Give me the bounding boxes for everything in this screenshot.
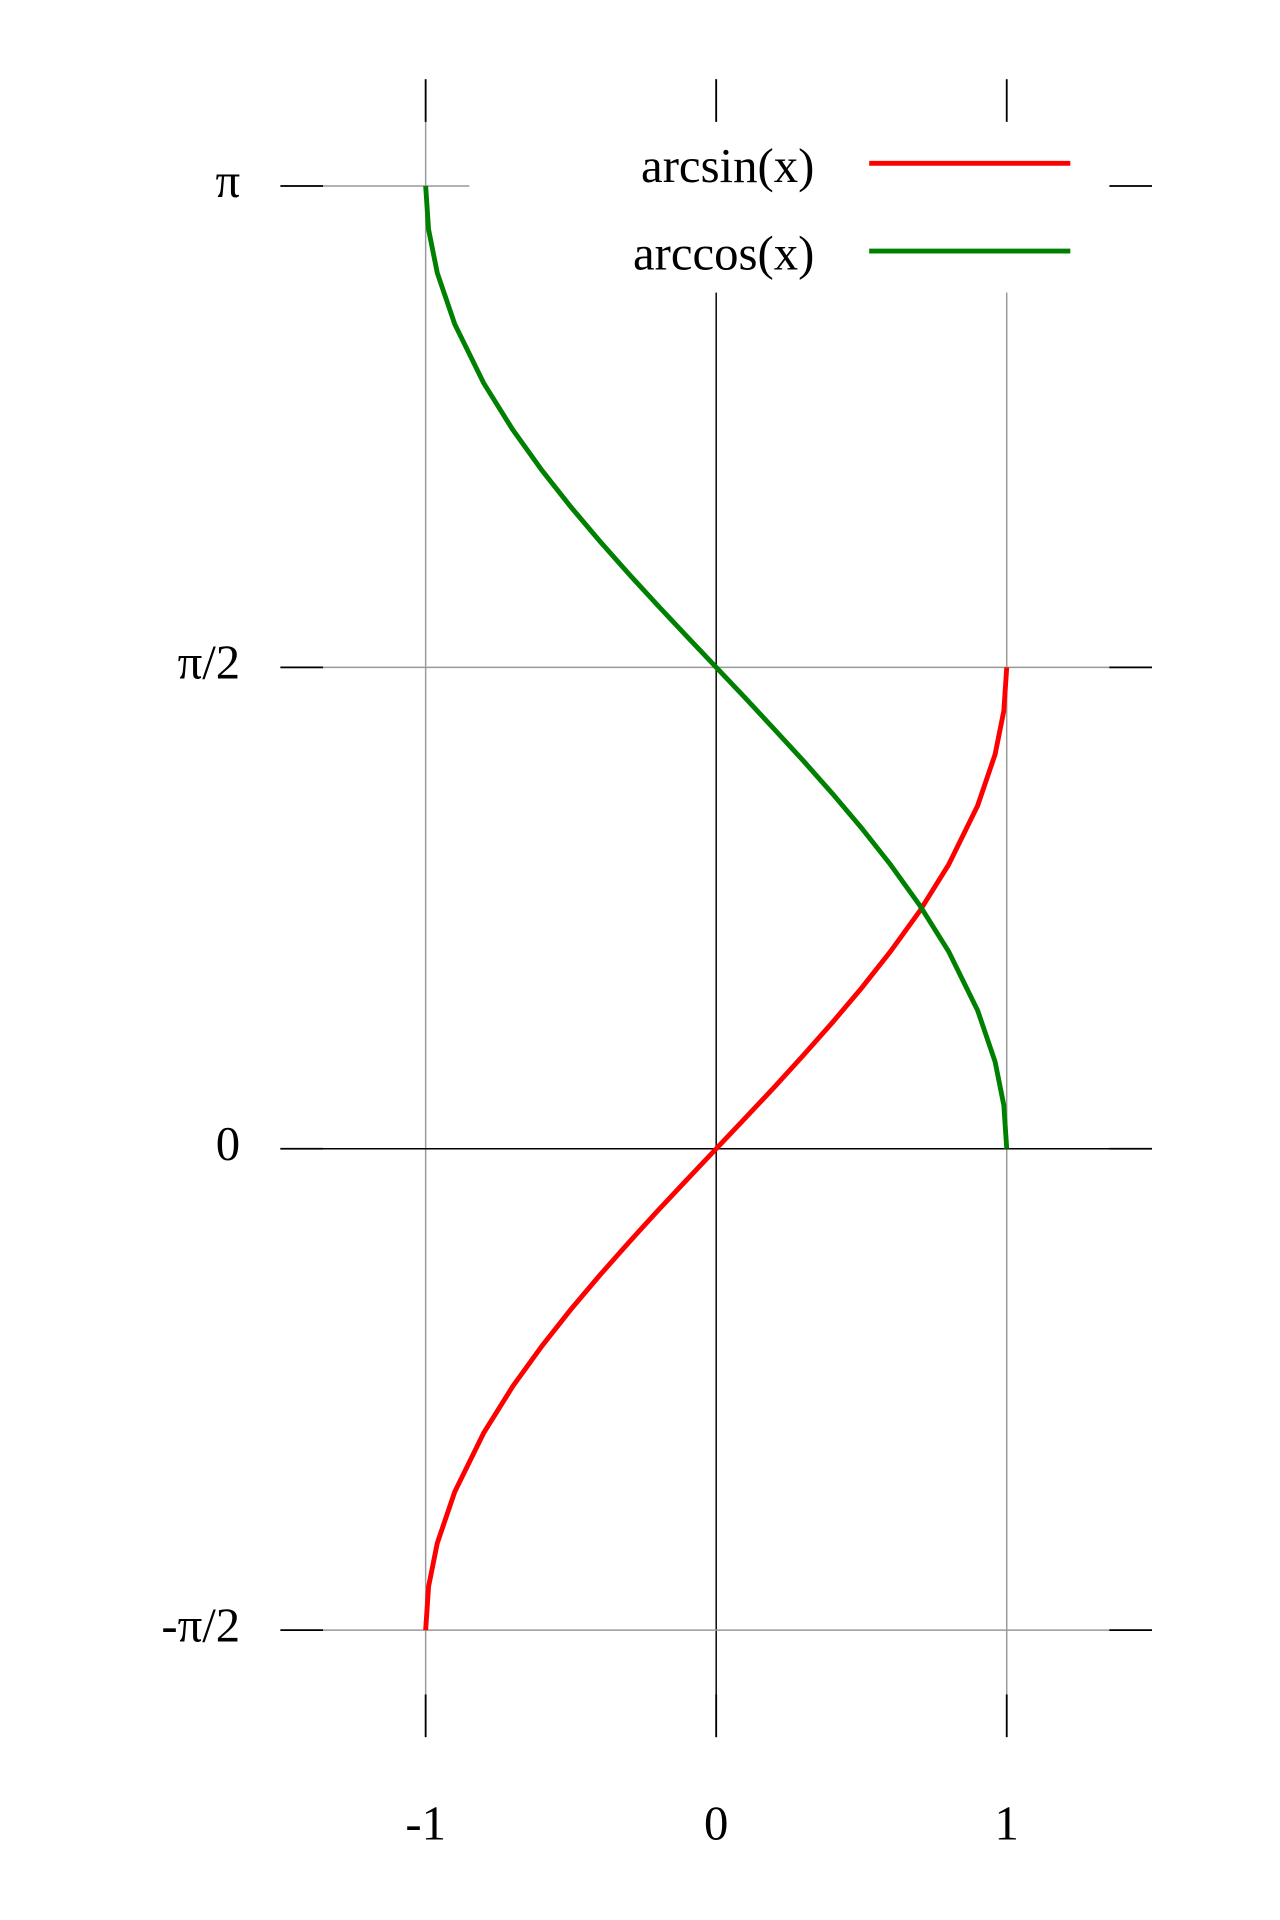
x-tick-label: 1 <box>995 1797 1019 1851</box>
y-tick-label: 0 <box>216 1117 240 1171</box>
legend-label: arcsin(x) <box>641 139 814 193</box>
y-tick-label: π <box>216 154 241 208</box>
y-tick-label: -π/2 <box>161 1598 240 1652</box>
y-tick-label: π/2 <box>178 636 241 690</box>
legend-box <box>469 121 1110 293</box>
series-line <box>423 185 1010 1149</box>
series-line <box>423 667 1010 1631</box>
legend-label: arccos(x) <box>633 227 814 281</box>
x-tick-label: -1 <box>405 1797 446 1851</box>
x-tick-label: 0 <box>704 1797 728 1851</box>
